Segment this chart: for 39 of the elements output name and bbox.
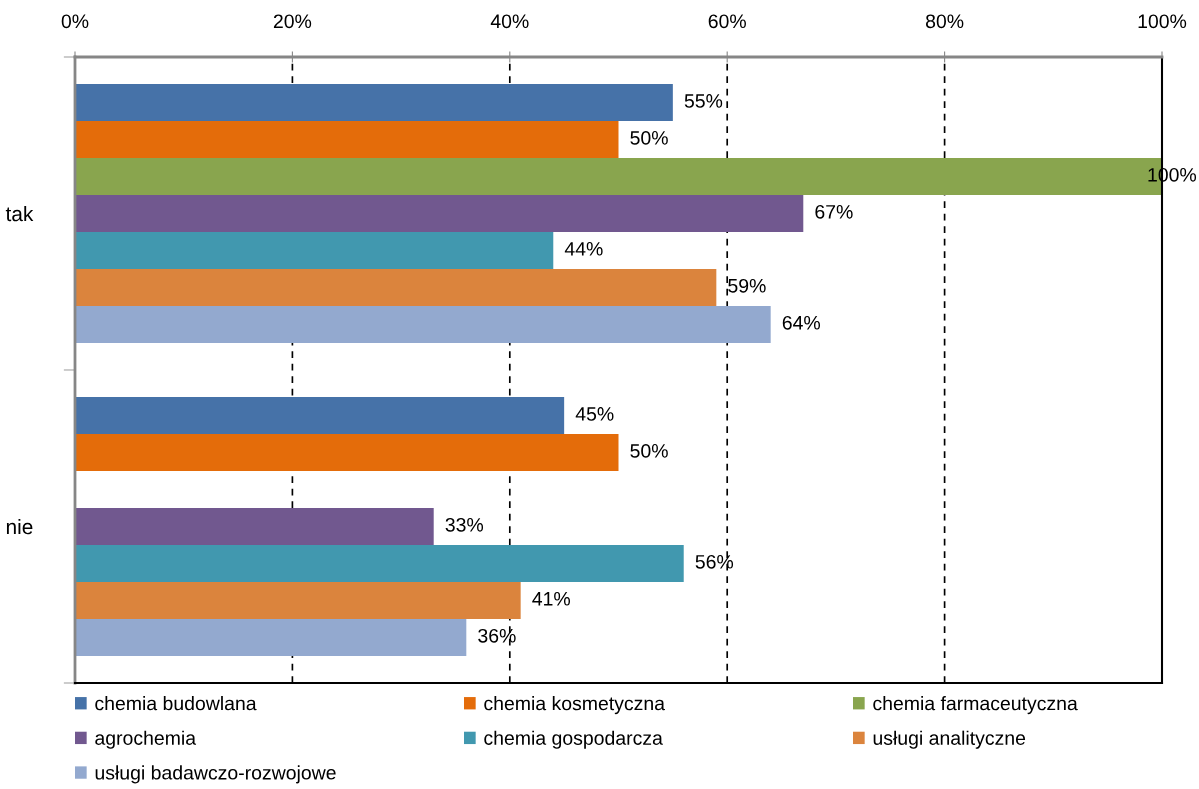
bar bbox=[75, 618, 467, 656]
bar bbox=[75, 581, 521, 619]
data-label: 45% bbox=[575, 407, 614, 421]
y-tick-label: nie bbox=[6, 518, 33, 535]
x-tick-label: 80% bbox=[925, 14, 964, 29]
legend-label: agrochemia bbox=[95, 730, 197, 749]
data-label: 33% bbox=[445, 517, 484, 532]
data-label: 50% bbox=[630, 130, 668, 145]
data-label: 50% bbox=[630, 443, 668, 458]
bar bbox=[75, 268, 717, 306]
data-label: 56% bbox=[695, 554, 734, 569]
x-tick-label: 0% bbox=[61, 14, 89, 29]
bar bbox=[75, 195, 804, 232]
legend-label: chemia farmaceutyczna bbox=[873, 696, 1078, 715]
bar bbox=[75, 231, 554, 269]
y-tick-label: tak bbox=[5, 205, 34, 222]
bar bbox=[75, 397, 565, 435]
data-label: 36% bbox=[478, 628, 516, 643]
bar bbox=[75, 305, 771, 343]
legend-label: chemia gospodarcza bbox=[484, 730, 663, 749]
bar bbox=[75, 508, 434, 545]
bar bbox=[75, 84, 673, 122]
x-tick-label: 20% bbox=[273, 14, 312, 29]
x-tick-label: 40% bbox=[490, 14, 529, 29]
x-tick-label: 60% bbox=[708, 14, 746, 29]
data-label: 59% bbox=[728, 278, 766, 293]
bar bbox=[75, 121, 619, 159]
legend-label: usługi analityczne bbox=[873, 730, 1026, 749]
data-label: 44% bbox=[564, 242, 603, 256]
legend-label: chemia budowlana bbox=[95, 696, 257, 711]
bar bbox=[75, 544, 684, 582]
data-label: 64% bbox=[782, 315, 821, 330]
data-label: 55% bbox=[684, 94, 723, 108]
legend-label: chemia kosmetyczna bbox=[484, 696, 665, 715]
legend-label: usługi badawczo-rozwojowe bbox=[95, 765, 336, 784]
data-label: 67% bbox=[815, 204, 853, 219]
bar bbox=[75, 434, 619, 472]
data-label: 41% bbox=[532, 591, 571, 606]
x-tick-label: 100% bbox=[1138, 14, 1187, 29]
